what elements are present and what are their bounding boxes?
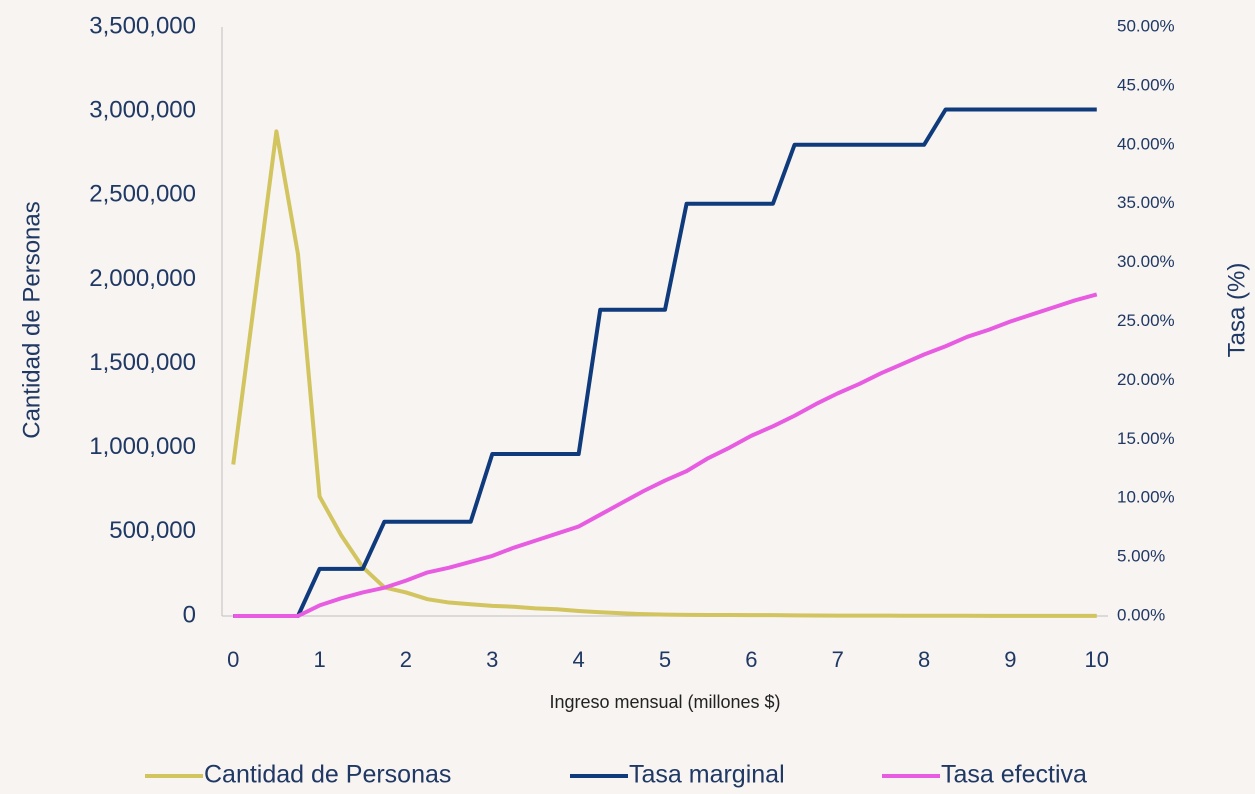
y-tick-label: 0 [183, 601, 196, 628]
legend-label: Tasa efectiva [941, 761, 1087, 789]
y-tick-label: 2,500,000 [89, 181, 196, 208]
y2-axis-title: Tasa (%) [1223, 263, 1250, 358]
x-tick-label: 0 [227, 647, 239, 672]
y2-tick-label: 20.00% [1117, 370, 1175, 389]
y2-tick-label: 5.00% [1117, 547, 1165, 566]
y-tick-label: 500,000 [109, 517, 196, 544]
y2-tick-label: 0.00% [1117, 605, 1165, 624]
y2-tick-label: 35.00% [1117, 193, 1175, 212]
x-tick-label: 7 [832, 647, 844, 672]
x-tick-label: 8 [918, 647, 930, 672]
x-tick-label: 2 [400, 647, 412, 672]
x-tick-label: 6 [745, 647, 757, 672]
y2-tick-label: 40.00% [1117, 134, 1175, 153]
y2-tick-label: 10.00% [1117, 488, 1175, 507]
y2-tick-label: 30.00% [1117, 252, 1175, 271]
y-tick-label: 3,500,000 [89, 12, 196, 39]
series-line [233, 292, 1098, 618]
y2-tick-label: 25.00% [1117, 311, 1175, 330]
y2-tick-label: 15.00% [1117, 429, 1175, 448]
y2-tick-label: 45.00% [1117, 75, 1175, 94]
series-line [231, 129, 1097, 618]
x-tick-label: 10 [1085, 647, 1109, 672]
y2-tick-label: 50.00% [1117, 16, 1175, 35]
y-tick-label: 1,000,000 [89, 433, 196, 460]
y-tick-label: 3,000,000 [89, 96, 196, 123]
x-tick-label: 3 [486, 647, 498, 672]
legend-label: Cantidad de Personas [204, 761, 451, 789]
legend-label: Tasa marginal [629, 761, 785, 789]
y-tick-label: 1,500,000 [89, 349, 196, 376]
x-tick-label: 1 [313, 647, 325, 672]
y-axis-title: Cantidad de Personas [18, 201, 45, 439]
x-tick-label: 9 [1004, 647, 1016, 672]
y-tick-label: 2,000,000 [89, 265, 196, 292]
series-line [233, 107, 1097, 618]
x-tick-label: 4 [573, 647, 585, 672]
x-tick-label: 5 [659, 647, 671, 672]
x-axis-title: Ingreso mensual (millones $) [549, 692, 780, 712]
